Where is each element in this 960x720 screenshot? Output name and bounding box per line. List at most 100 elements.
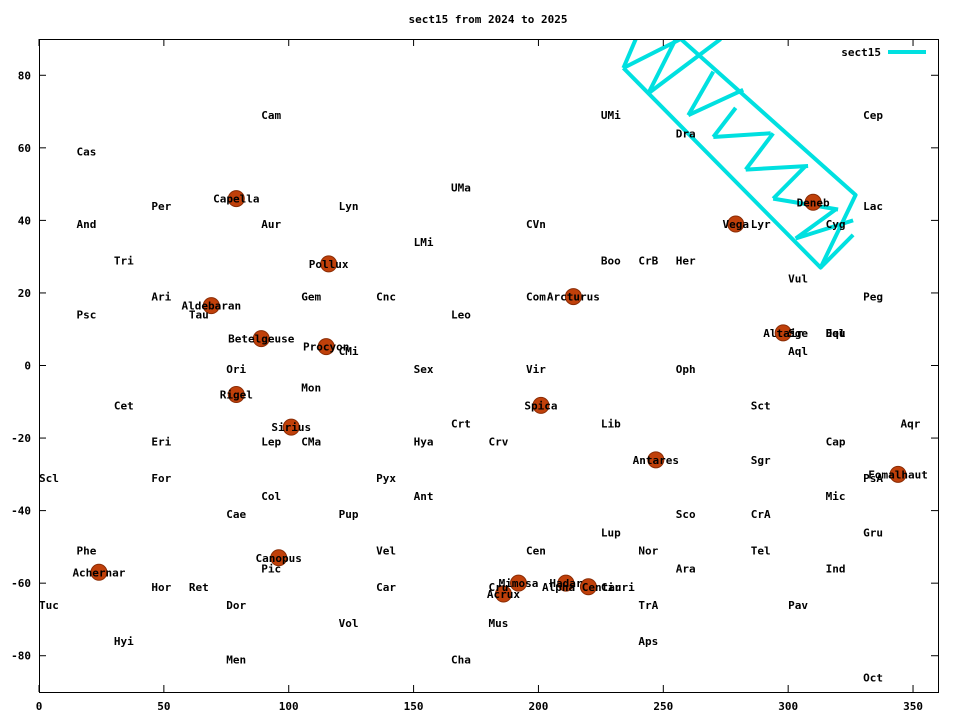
y-tick-label: 80 xyxy=(18,69,31,82)
constellation-label: Ara xyxy=(676,563,696,576)
constellation-label: Lep xyxy=(261,436,281,449)
plot-area: Cam UMi Cep Cas Dra UMa Per Lyn Lac And Aur CVn Cyg L… xyxy=(39,39,928,684)
star-marker xyxy=(889,465,907,483)
constellation-label: Psc xyxy=(76,309,96,322)
constellation-label: Mic xyxy=(826,490,846,503)
constellation-label: Vir xyxy=(526,363,546,376)
constellation-label: UMa xyxy=(451,182,471,195)
star-label: Rigel xyxy=(220,389,253,402)
star-label: Procyon xyxy=(303,341,349,354)
constellation-label: PsA xyxy=(863,472,883,485)
constellation-label: Oct xyxy=(863,671,883,684)
constellation-label: Ori xyxy=(226,363,246,376)
star-label: Acrux xyxy=(487,588,520,601)
sect15-path xyxy=(686,70,716,117)
star-label: Pollux xyxy=(309,258,349,271)
constellation-labels: Cam UMi Cep Cas Dra UMa Per Lyn Lac And Aur CVn Cyg L… xyxy=(39,109,921,684)
star-label: Alpha Centauri xyxy=(542,581,635,594)
sect15-path xyxy=(713,131,771,139)
x-tick-label: 350 xyxy=(903,700,923,713)
sect15-path xyxy=(647,39,722,95)
x-tick-label: 50 xyxy=(157,700,170,713)
star-label: Fomalhaut xyxy=(868,468,928,481)
constellation-label: Aqr xyxy=(901,418,921,431)
constellation-label: Vul xyxy=(788,272,808,285)
star-marker xyxy=(317,338,335,356)
constellation-label: Her xyxy=(676,254,696,267)
constellation-label: Cet xyxy=(114,399,134,412)
constellation-label: Pav xyxy=(788,599,808,612)
constellation-label: Hor xyxy=(151,581,171,594)
constellation-label: Cap xyxy=(826,436,846,449)
y-tick-label: -80 xyxy=(11,650,31,663)
constellation-label: Mon xyxy=(301,381,321,394)
constellation-label: CMi xyxy=(339,345,359,358)
constellation-label: Dor xyxy=(226,599,246,612)
constellation-label: Equ xyxy=(826,327,846,340)
constellation-label: Per xyxy=(151,200,171,213)
legend-label: sect15 xyxy=(841,46,881,59)
constellation-label: Hya xyxy=(414,436,434,449)
constellation-label: Gem xyxy=(301,291,321,304)
legend: sect15 xyxy=(841,46,926,59)
constellation-label: Pup xyxy=(339,508,359,521)
constellation-label: Sco xyxy=(676,508,696,521)
constellation-label: Vol xyxy=(339,617,359,630)
constellation-label: Sct xyxy=(751,399,771,412)
sect15-path xyxy=(687,87,745,118)
constellation-label: Crt xyxy=(451,418,471,431)
sect15-path xyxy=(744,132,775,171)
star-label: Mimosa xyxy=(499,577,539,590)
star-marker xyxy=(509,574,527,592)
constellation-label: CrB xyxy=(638,254,658,267)
y-tick-label: 40 xyxy=(18,214,31,227)
constellation-label: Sge xyxy=(788,327,808,340)
constellation-label: Scl xyxy=(39,472,59,485)
constellation-label: TrA xyxy=(638,599,658,612)
star-label: Betelgeuse xyxy=(228,333,295,346)
star-marker xyxy=(494,585,512,603)
constellation-label: Aur xyxy=(261,218,281,231)
constellation-label: For xyxy=(151,472,171,485)
star-marker xyxy=(227,190,245,208)
constellation-label: Ant xyxy=(414,490,434,503)
star-marker xyxy=(579,578,597,596)
star-marker xyxy=(532,396,550,414)
star-label: Achernar xyxy=(72,566,125,579)
star-marker xyxy=(320,255,338,273)
y-tick-label: 20 xyxy=(18,287,31,300)
star-label: Altair xyxy=(763,327,803,340)
constellation-label: Lyr xyxy=(751,218,771,231)
y-tick-label: 60 xyxy=(18,142,31,155)
x-tick-label: 200 xyxy=(529,700,549,713)
constellation-label: Tuc xyxy=(39,599,59,612)
constellation-label: Aql xyxy=(788,345,808,358)
constellation-label: Sgr xyxy=(751,454,771,467)
sect15-path xyxy=(711,106,738,139)
constellation-label: Lac xyxy=(863,200,883,213)
x-tick-label: 300 xyxy=(778,700,798,713)
sect15-path xyxy=(771,164,808,201)
star-label: Sirius xyxy=(271,421,311,434)
x-axis: 0 50 100 150 200 250 300 350 xyxy=(36,39,923,713)
constellation-label: Car xyxy=(376,581,396,594)
constellation-label: Tau xyxy=(189,309,209,322)
star-marker xyxy=(557,574,575,592)
sect15-path xyxy=(646,39,678,95)
constellation-label: Lup xyxy=(601,526,621,539)
sect15-path xyxy=(794,207,837,241)
constellation-label: Lyn xyxy=(339,200,359,213)
constellation-label: Hyi xyxy=(114,635,134,648)
star-label: Spica xyxy=(524,399,557,412)
star-label: Arcturus xyxy=(547,291,600,304)
constellation-label: CMa xyxy=(301,436,321,449)
sect15-path xyxy=(819,233,855,270)
constellation-label: LMi xyxy=(414,236,434,249)
constellation-label: Phe xyxy=(76,545,96,558)
constellation-label: Nor xyxy=(638,545,658,558)
constellation-label: Col xyxy=(261,490,281,503)
star-label: Canopus xyxy=(256,552,302,565)
constellation-label: UMi xyxy=(601,109,621,122)
x-tick-label: 250 xyxy=(653,700,673,713)
